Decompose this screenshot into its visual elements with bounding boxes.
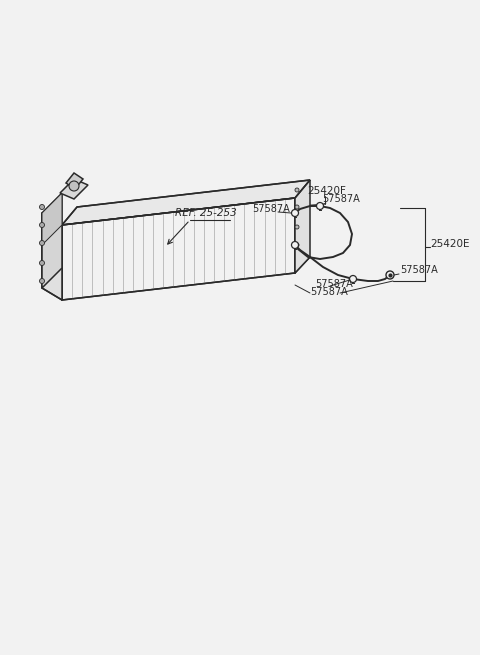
Circle shape: [386, 271, 394, 279]
Polygon shape: [42, 213, 62, 300]
Polygon shape: [62, 198, 295, 300]
Text: 57587A: 57587A: [322, 194, 360, 204]
Circle shape: [39, 240, 45, 246]
Text: 57587A: 57587A: [252, 204, 290, 214]
Text: 25420E: 25420E: [430, 239, 469, 249]
Text: 25420F: 25420F: [307, 186, 346, 196]
Circle shape: [39, 278, 45, 284]
Circle shape: [291, 242, 299, 248]
Circle shape: [295, 243, 299, 247]
Text: 57587A: 57587A: [310, 287, 348, 297]
Polygon shape: [62, 180, 310, 225]
Polygon shape: [60, 179, 88, 199]
Circle shape: [295, 188, 299, 192]
Polygon shape: [42, 193, 62, 288]
Circle shape: [69, 181, 79, 191]
Circle shape: [349, 276, 357, 282]
Text: REF. 25-253: REF. 25-253: [175, 208, 237, 218]
Text: 57587A: 57587A: [315, 279, 353, 289]
Polygon shape: [42, 193, 62, 245]
Text: 57587A: 57587A: [400, 265, 438, 275]
Circle shape: [39, 223, 45, 227]
Circle shape: [295, 205, 299, 209]
Polygon shape: [66, 173, 83, 189]
Circle shape: [295, 225, 299, 229]
Circle shape: [291, 210, 299, 217]
Circle shape: [39, 261, 45, 265]
Polygon shape: [295, 180, 310, 273]
Circle shape: [39, 204, 45, 210]
Circle shape: [316, 202, 324, 210]
